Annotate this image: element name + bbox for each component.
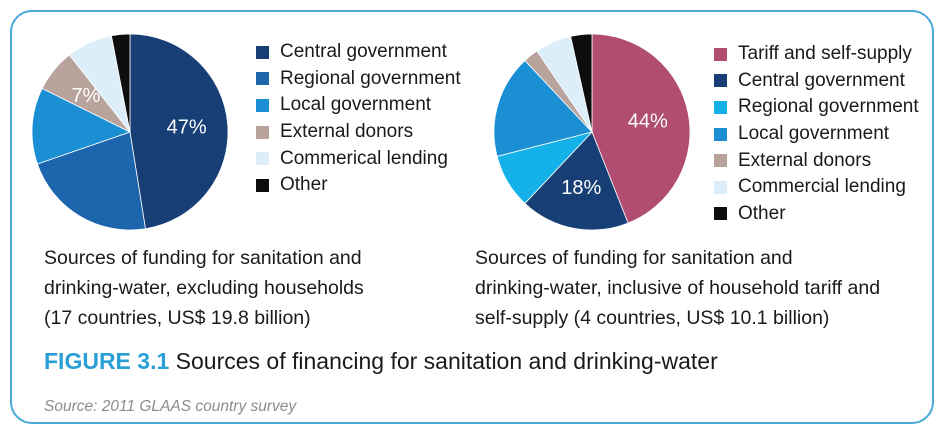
figure-title: FIGURE 3.1 Sources of financing for sani… — [44, 348, 718, 375]
legend-label: External donors — [738, 149, 872, 171]
legend-item-local-government: Local government — [256, 92, 461, 119]
legend-label: Tariff and self-supply — [738, 43, 912, 65]
pie-slice-other — [570, 33, 593, 133]
legend-item-regional-government: Regional government — [714, 94, 919, 121]
legend-swatch — [256, 45, 269, 59]
legend-label: Other — [280, 174, 328, 196]
source-note: Source: 2011 GLAAS country survey — [44, 398, 297, 415]
legend-item-commercial-lending: Commercial lending — [714, 174, 919, 201]
pie-slice-central-government — [524, 131, 629, 231]
pie-slice-local-government — [31, 87, 132, 165]
pie-slice-local-government — [493, 59, 593, 157]
figure-title-text: Sources of financing for sanitation and … — [175, 348, 718, 374]
data-label: 7% — [71, 85, 100, 107]
legend-swatch — [256, 152, 269, 166]
pie-slice-regional-government — [36, 131, 146, 231]
legend-swatch — [256, 72, 269, 86]
legend-excluding-households: Central government Regional government Loc… — [256, 39, 461, 199]
legend-swatch — [714, 47, 727, 61]
legend-item-other: Other — [714, 201, 919, 228]
legend-swatch — [256, 125, 269, 139]
legend-swatch — [256, 178, 269, 192]
legend-item-external-donors: External donors — [714, 147, 919, 174]
pie-chart-funding-inclusive-households: 44% 18% — [493, 33, 691, 231]
legend-label: External donors — [280, 121, 414, 143]
legend-label: Central government — [738, 69, 905, 91]
legend-swatch — [714, 74, 727, 88]
caption-line: self-supply (4 countries, US$ 10.1 billi… — [475, 307, 830, 329]
caption-line: Sources of funding for sanitation and — [44, 247, 362, 269]
caption-line: drinking-water, excluding households — [44, 277, 364, 299]
legend-item-commerical-lending: Commerical lending — [256, 145, 461, 172]
legend-swatch — [714, 154, 727, 168]
caption-inclusive-households: Sources of funding for sanitation and dr… — [475, 243, 880, 333]
pie-slice-central-government — [129, 33, 229, 230]
legend-item-local-government: Local government — [714, 121, 919, 148]
data-label: 18% — [561, 177, 601, 199]
pie-slice-tariff-and-self-supply — [591, 33, 691, 224]
legend-swatch — [256, 98, 269, 112]
legend-item-other: Other — [256, 172, 461, 199]
legend-label: Commercial lending — [738, 176, 906, 198]
caption-excluding-households: Sources of funding for sanitation and dr… — [44, 243, 364, 333]
figure-frame — [10, 10, 934, 424]
caption-line: (17 countries, US$ 19.8 billion) — [44, 307, 311, 329]
legend-item-central-government: Central government — [714, 68, 919, 95]
legend-swatch — [714, 100, 727, 114]
legend-swatch — [714, 207, 727, 221]
legend-label: Local government — [280, 94, 432, 116]
legend-label: Commerical lending — [280, 147, 448, 169]
legend-swatch — [714, 127, 727, 141]
pie-slice-other — [110, 33, 131, 133]
legend-item-tariff-and-self-supply: Tariff and self-supply — [714, 41, 919, 68]
data-label: 44% — [628, 110, 668, 132]
legend-label: Regional government — [738, 96, 919, 118]
legend-label: Regional government — [280, 67, 461, 89]
legend-item-regional-government: Regional government — [256, 66, 461, 93]
data-label: 47% — [167, 117, 207, 139]
pie-chart-funding-excluding-households: 47% 7% — [31, 33, 229, 231]
legend-swatch — [714, 180, 727, 194]
caption-line: drinking-water, inclusive of household t… — [475, 277, 881, 299]
legend-item-external-donors: External donors — [256, 119, 461, 146]
legend-item-central-government: Central government — [256, 39, 461, 66]
legend-label: Local government — [738, 123, 890, 145]
caption-line: Sources of funding for sanitation and — [475, 247, 793, 269]
figure-label: FIGURE 3.1 — [44, 348, 170, 374]
legend-label: Other — [738, 202, 786, 224]
legend-inclusive-households: Tariff and self-supply Central government… — [714, 41, 919, 227]
legend-label: Central government — [280, 41, 447, 63]
